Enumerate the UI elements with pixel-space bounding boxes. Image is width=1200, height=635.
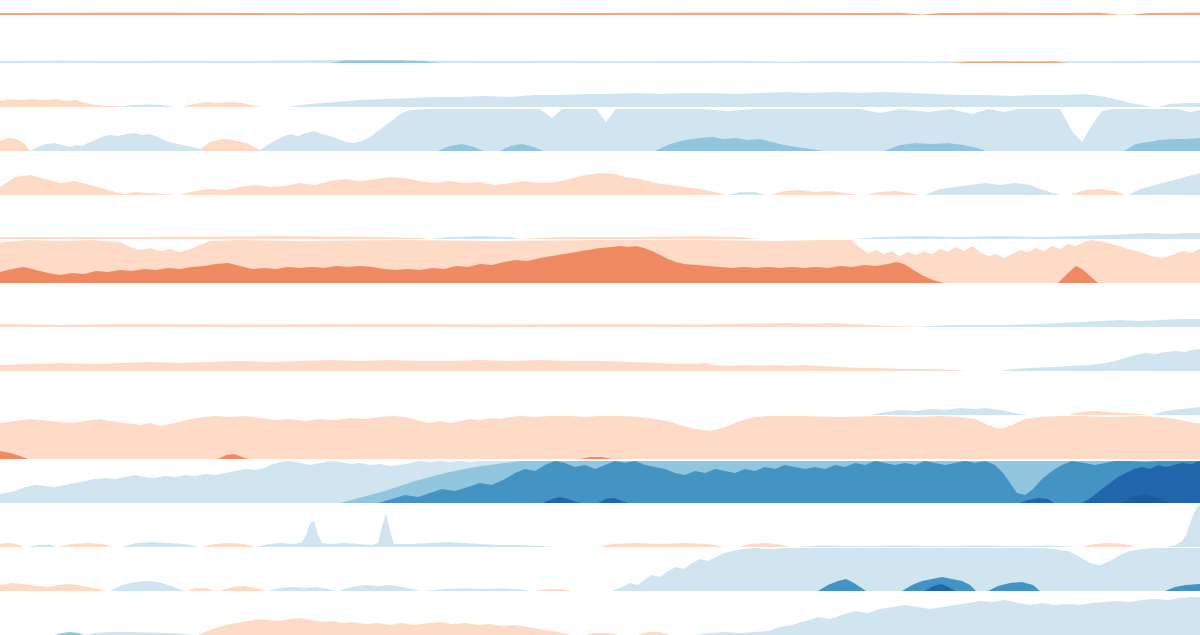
area-layer-darkBlue — [543, 497, 582, 503]
area-layer-lightOrange — [770, 190, 860, 195]
area-layer-lightOrange — [58, 543, 114, 547]
area-layer-lightOrange — [0, 236, 430, 239]
area-layer-lightOrange — [865, 191, 920, 195]
area-layer-lightOrange — [180, 173, 725, 195]
area-layer-lightBlue — [925, 183, 1060, 195]
area-layer-lightBlue — [915, 319, 1200, 327]
area-layer-midBlue — [1165, 584, 1200, 591]
area-layer-midOrange — [580, 457, 612, 459]
horizon-row-row-03 — [0, 92, 1200, 107]
area-layer-lightBlue — [1128, 173, 1200, 195]
area-layer-midOrange — [218, 454, 248, 459]
area-layer-lightBlue — [1158, 103, 1200, 107]
area-layer-lightOrange — [1068, 411, 1150, 415]
area-layer-lightBlue — [122, 542, 198, 547]
area-layer-lightOrange — [0, 543, 24, 547]
horizon-row-row-11 — [0, 416, 1200, 459]
horizon-row-row-14 — [0, 548, 1200, 591]
area-layer-lightOrange — [0, 175, 175, 195]
horizon-row-row-07 — [0, 240, 1200, 283]
horizon-row-row-04 — [0, 109, 1200, 151]
area-layer-deepBlue — [1122, 494, 1168, 503]
area-layer-lightBlue — [1000, 349, 1200, 371]
horizon-row-row-15 — [55, 597, 1200, 635]
area-layer-lightBlue — [425, 588, 530, 591]
area-layer-lightBlue — [1152, 407, 1200, 415]
area-layer-lightOrange — [0, 360, 965, 371]
horizon-row-row-13 — [0, 505, 1200, 547]
area-layer-darkBlue — [925, 584, 955, 591]
area-layer-lightOrange — [220, 586, 266, 591]
area-layer-lightBlue — [850, 233, 1200, 239]
area-layer-midLightBlue — [500, 144, 544, 151]
area-layer-lightOrange — [0, 583, 106, 591]
horizon-row-row-05 — [0, 173, 1200, 195]
area-layer-lightBlue — [728, 192, 765, 195]
horizon-row-row-08 — [0, 319, 1200, 327]
area-layer-lightBlue — [110, 581, 184, 591]
area-layer-lightOrange — [520, 236, 760, 239]
horizon-row-row-10 — [870, 407, 1200, 415]
area-layer-midBlue — [988, 582, 1040, 591]
area-layer-softOrange — [0, 12, 1200, 15]
area-layer-lightOrange — [1070, 189, 1125, 195]
horizon-row-row-12 — [0, 461, 1200, 503]
area-layer-lightBlue — [288, 92, 1152, 107]
area-layer-lightBlue — [120, 104, 174, 107]
area-layer-lightOrange — [638, 632, 670, 635]
area-layer-midOrange — [0, 246, 944, 283]
area-layer-lightBlue — [612, 548, 1200, 591]
area-layer-midLightBlue — [655, 137, 824, 151]
area-layer-lightOrange — [202, 543, 256, 547]
area-layer-lightBlue — [256, 513, 558, 547]
area-layer-lightBlue — [258, 109, 1200, 151]
area-layer-midLightBlue — [884, 143, 986, 151]
area-layer-lightOrange — [0, 138, 30, 151]
area-layer-lightBlue — [30, 133, 206, 151]
area-layer-midOrange — [1058, 266, 1098, 283]
area-layer-lightBlue — [796, 545, 1076, 547]
area-layer-midBlue — [902, 577, 976, 591]
area-layer-midOrange — [0, 451, 28, 459]
area-layer-midLightBlue — [1124, 138, 1200, 151]
area-layer-lightOrange — [535, 589, 572, 591]
area-layer-lightBlue — [870, 408, 1030, 415]
area-layer-midLightBlue — [438, 144, 484, 151]
area-layer-lightBlue — [85, 632, 195, 635]
area-layer-lightOrange — [0, 99, 128, 107]
horizon-row-row-06 — [0, 233, 1200, 239]
area-layer-midBlue — [818, 579, 866, 591]
horizon-row-row-02 — [0, 59, 1200, 63]
area-layer-lightOrange — [598, 543, 724, 547]
area-layer-lightBlue — [695, 597, 1200, 635]
horizon-row-row-09 — [0, 349, 1200, 371]
area-layer-lightBlue — [338, 585, 420, 591]
area-layer-lightOrange — [1082, 543, 1136, 547]
area-layer-lightBlue — [430, 236, 520, 239]
area-layer-darkBlue — [1020, 498, 1054, 503]
area-layer-darkBlue — [598, 498, 628, 503]
area-layer-lightBlue — [28, 544, 56, 547]
area-layer-lightOrange — [0, 323, 920, 327]
area-layer-lightOrange — [0, 416, 1200, 459]
area-layer-lightOrange — [198, 139, 262, 151]
area-layer-lightBlue — [1168, 505, 1200, 547]
area-layer-midLightBlue — [330, 60, 440, 63]
area-layer-lightOrange — [198, 618, 572, 635]
area-layer-lightBlue — [0, 59, 1200, 63]
area-layer-lightBlue — [268, 587, 336, 591]
area-layer-lightOrange — [182, 102, 260, 107]
area-layer-midLightBlue — [55, 632, 84, 635]
area-layer-softOrange — [952, 61, 1068, 63]
area-layer-darkBlue — [1082, 461, 1200, 503]
horizon-row-row-01 — [0, 12, 1200, 15]
area-layer-midBlue — [378, 461, 1200, 503]
area-layer-lightOrange — [738, 543, 790, 547]
area-layer-lightOrange — [188, 588, 214, 591]
